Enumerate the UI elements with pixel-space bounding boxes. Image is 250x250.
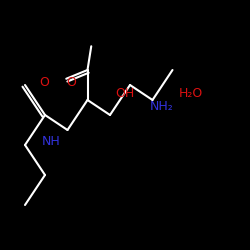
Text: NH: NH (42, 135, 60, 148)
Text: OH: OH (116, 87, 134, 100)
Text: NH₂: NH₂ (150, 100, 173, 113)
Text: O: O (39, 76, 49, 89)
Text: H₂O: H₂O (179, 87, 204, 100)
Text: O: O (66, 76, 76, 89)
